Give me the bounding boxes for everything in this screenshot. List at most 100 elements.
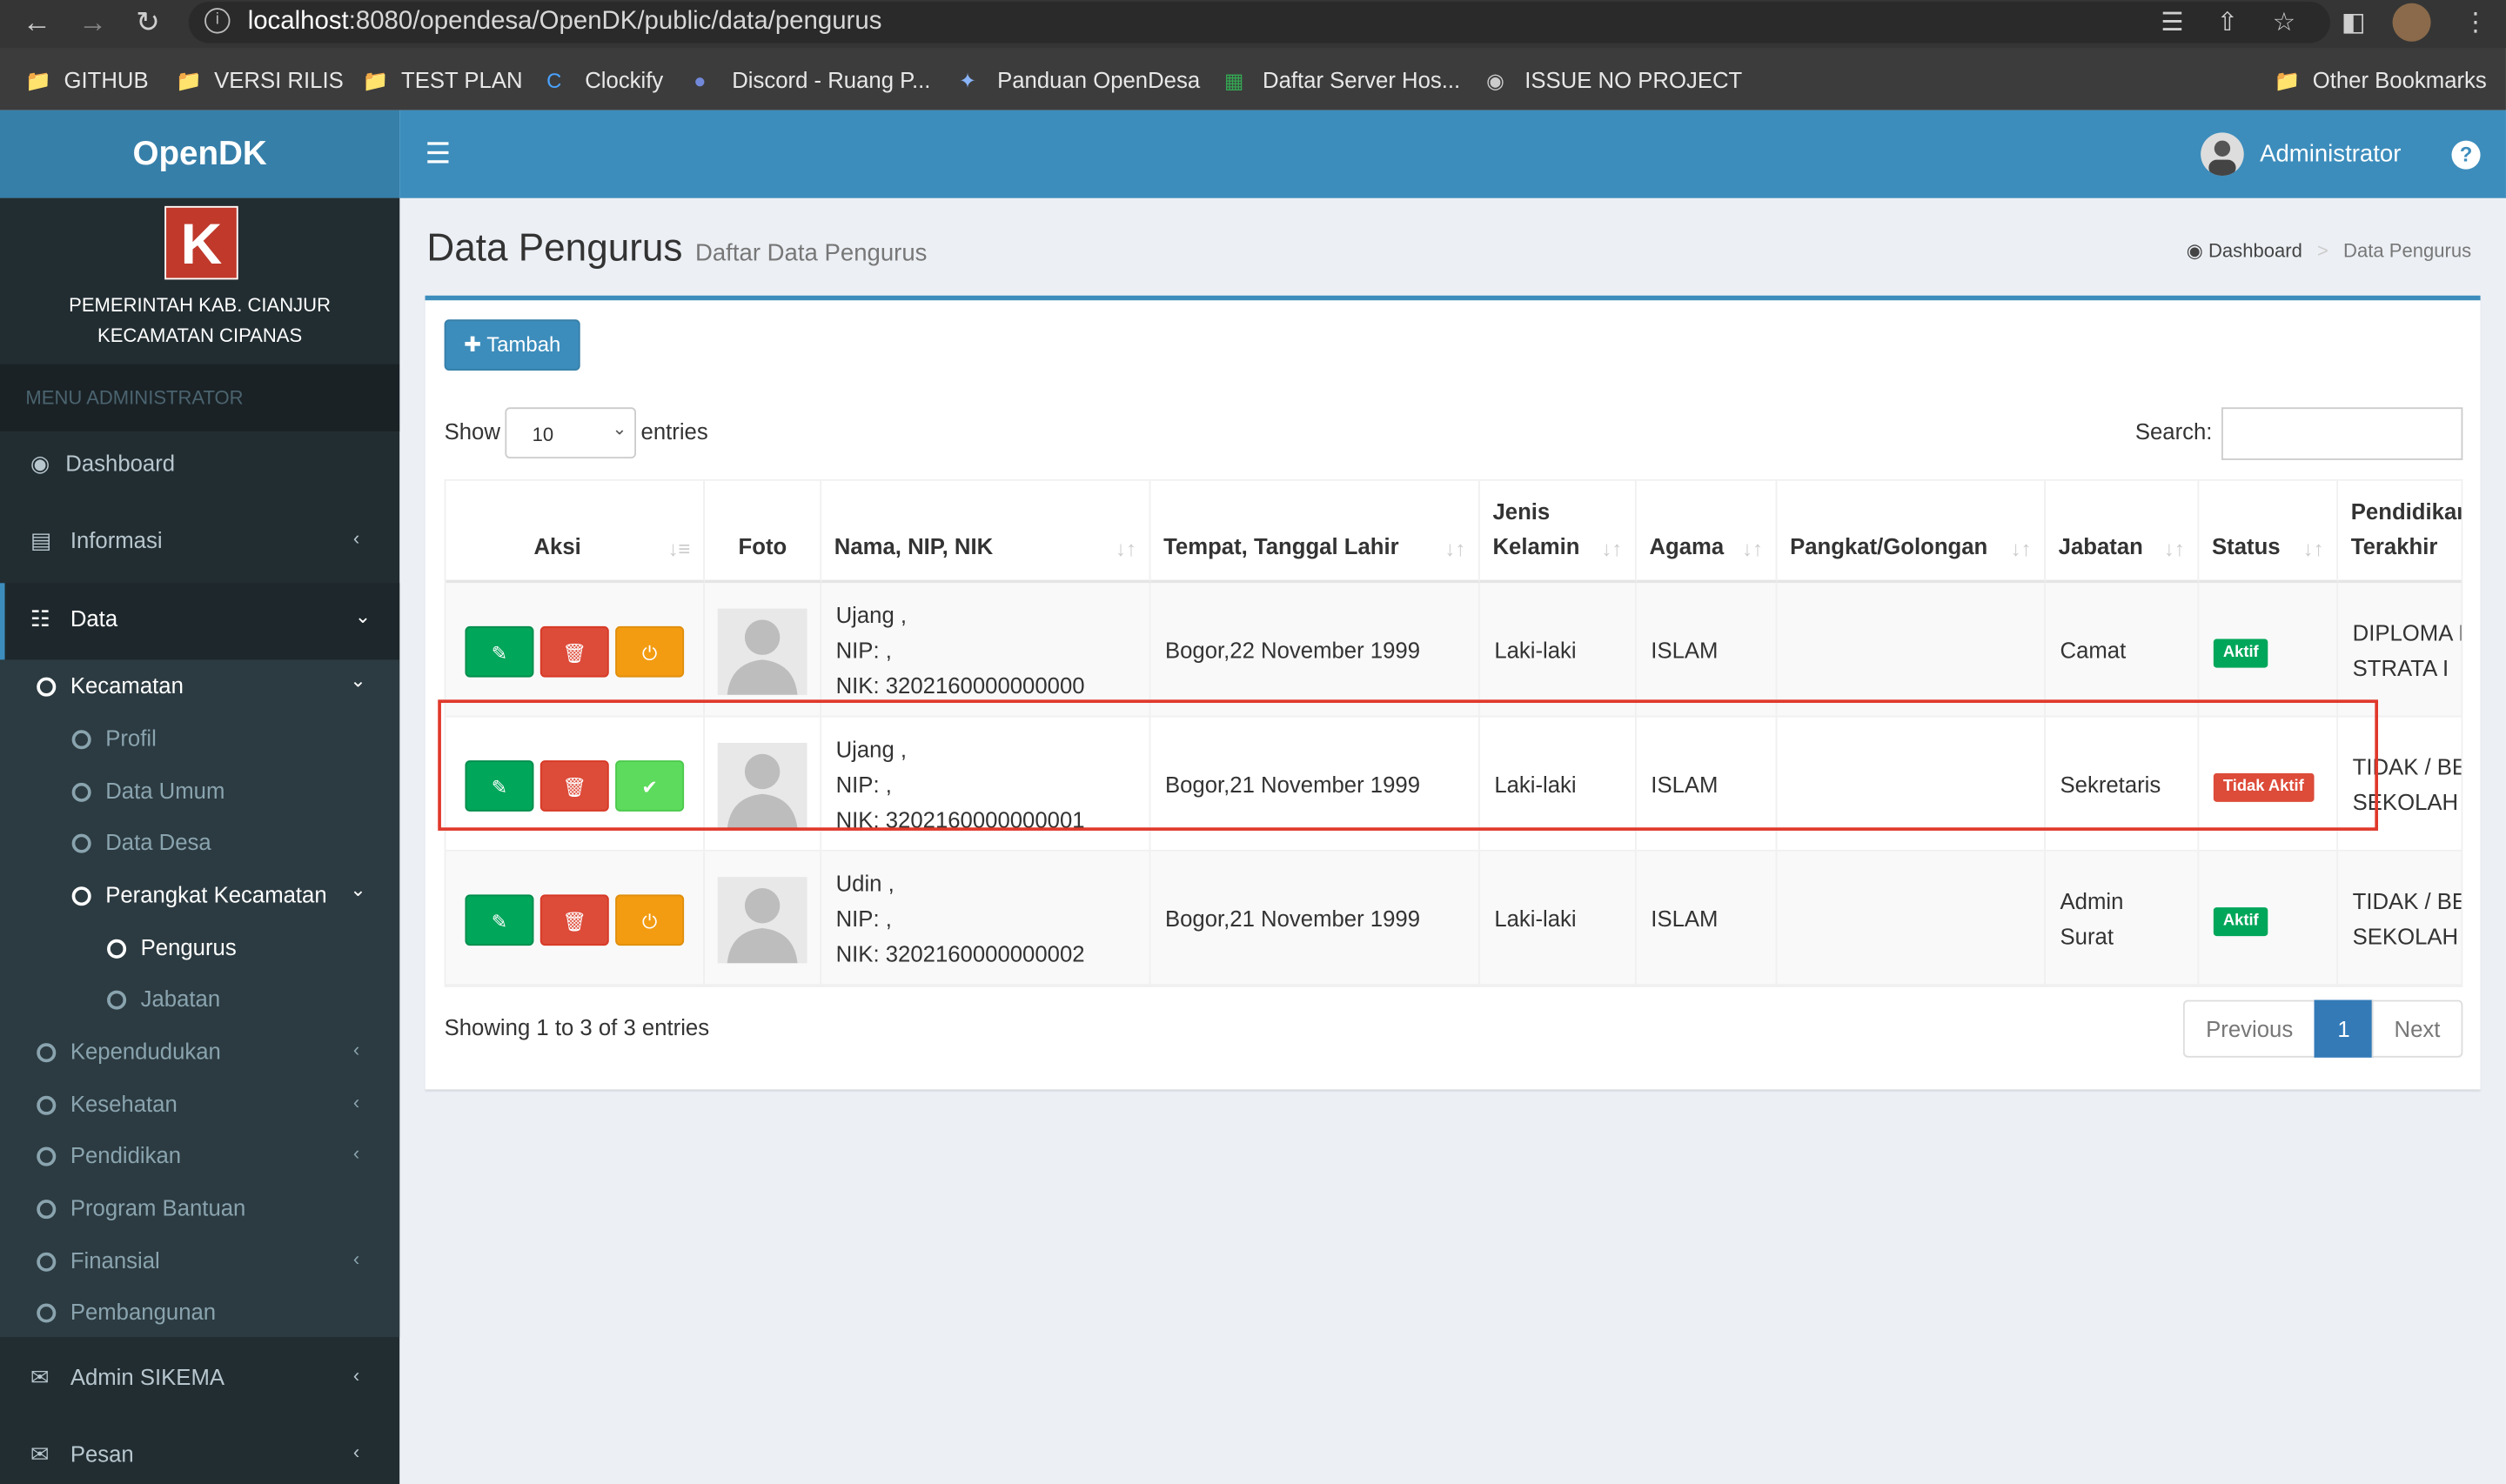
sidebar-item-kesehatan[interactable]: Kesehatan ‹ <box>0 1091 399 1126</box>
sidebar-item-jabatan[interactable]: Jabatan <box>0 986 399 1020</box>
bookmark-4[interactable]: ● Discord - Ruang P... <box>694 67 930 92</box>
sidebar-item-data-desa[interactable]: Data Desa <box>0 829 399 864</box>
bookmark-label: Daftar Server Hos... <box>1262 67 1461 93</box>
ttl: Bogor,21 November 1999 <box>1164 906 1421 932</box>
circle-icon <box>107 990 127 1010</box>
sidebar-item-program-bantuan[interactable]: Program Bantuan <box>0 1195 399 1230</box>
col-header-jenis-kelamin[interactable]: Jenis Kelamin ↓↑ <box>1479 480 1637 584</box>
help-icon[interactable]: ? <box>2451 140 2481 170</box>
sidebar-item-finansial[interactable]: Finansial ‹ <box>0 1247 399 1282</box>
share-icon[interactable]: ⇧ <box>2216 10 2239 37</box>
breadcrumb-home[interactable]: Dashboard <box>2208 239 2302 263</box>
chevron-down-icon: ⌄ <box>612 419 627 440</box>
entries-select[interactable]: 10 ⌄ <box>505 407 637 459</box>
cell-foto <box>705 717 822 852</box>
discord-icon: ● <box>694 68 707 93</box>
bookmark-7[interactable]: ◉ ISSUE NO PROJECT <box>1486 67 1742 94</box>
agama: ISLAM <box>1651 637 1719 664</box>
sidebar-item-label: Pesan <box>70 1441 134 1467</box>
sidebar-item-label: Kependudukan <box>70 1038 221 1065</box>
add-button-label: Tambah <box>486 331 561 357</box>
bookmark-3[interactable]: C Clockify <box>546 67 663 92</box>
bookmark-6[interactable]: ▦ Daftar Server Hos... <box>1224 67 1460 94</box>
deactivate-button[interactable]: ⏻ <box>615 894 685 946</box>
col-header-aksi[interactable]: Aksi ↓≡ <box>446 480 705 584</box>
col-header-nama[interactable]: Nama, NIP, NIK ↓↑ <box>821 480 1151 584</box>
forward-icon[interactable]: → <box>77 6 108 39</box>
bookmark-label: Discord - Ruang P... <box>732 67 931 93</box>
edit-button[interactable]: ✎ <box>465 625 534 678</box>
delete-button[interactable]: 🗑 <box>539 760 609 812</box>
sidebar-item-pendidikan[interactable]: Pendidikan ‹ <box>0 1142 399 1177</box>
trash-icon: 🗑 <box>562 776 587 799</box>
edit-button[interactable]: ✎ <box>465 760 534 812</box>
col-header-ttl[interactable]: Tempat, Tanggal Lahir ↓↑ <box>1150 480 1480 584</box>
table-row: ✎ 🗑 ⏻ Ujang , NIP: , NIK: 3202160000000000… <box>446 583 2462 718</box>
url-host: localhost <box>247 8 349 36</box>
sidebar-item-pengurus[interactable]: Pengurus <box>0 934 399 969</box>
bookmark-label: Other Bookmarks <box>2312 67 2487 93</box>
table-row: ✎ 🗑 ✔ Ujang , NIP: , NIK: 3202160000000001… <box>446 717 2462 852</box>
user-name[interactable]: Administrator <box>2260 140 2402 168</box>
url-text[interactable]: localhost:8080/opendesa/OpenDK/public/da… <box>248 8 882 37</box>
cell-pendidikan: DIPLOMA IV STRATA I <box>2338 583 2462 717</box>
delete-button[interactable]: 🗑 <box>539 625 609 678</box>
sidebar-item-kecamatan[interactable]: Kecamatan ⌄ <box>0 669 399 707</box>
deactivate-button[interactable]: ⏻ <box>615 625 685 678</box>
user-avatar[interactable] <box>2201 132 2244 177</box>
col-header-pangkat[interactable]: Pangkat/Golongan ↓↑ <box>1777 480 2046 584</box>
edit-button[interactable]: ✎ <box>465 894 534 946</box>
bookmark-0[interactable]: 📁 GITHUB <box>25 67 148 94</box>
cell-pangkat <box>1777 583 2046 718</box>
check-icon: ✔ <box>641 776 658 799</box>
activate-button[interactable]: ✔ <box>615 760 685 812</box>
bookmark-5[interactable]: ✦ Panduan OpenDesa <box>959 67 1200 94</box>
col-header-agama[interactable]: Agama ↓↑ <box>1636 480 1778 584</box>
sidebar-item-perangkat-kecamatan[interactable]: Perangkat Kecamatan ⌄ <box>0 879 399 917</box>
sidebar-item-label: Data Umum <box>105 778 225 804</box>
sidebar-toggle-icon[interactable]: ☰ <box>425 137 452 170</box>
col-header-jabatan[interactable]: Jabatan ↓↑ <box>2045 480 2200 584</box>
search-input[interactable] <box>2221 407 2463 460</box>
back-icon[interactable]: ← <box>22 6 51 39</box>
reload-icon[interactable]: ↻ <box>136 6 160 39</box>
address-bar[interactable] <box>188 1 2330 43</box>
sidebar-item-pesan[interactable]: ✉ Pesan ‹ <box>0 1441 399 1479</box>
sidebar-item-kependudukan[interactable]: Kependudukan ‹ <box>0 1039 399 1073</box>
col-header-status[interactable]: Status ↓↑ <box>2199 480 2339 584</box>
pagination-page-1[interactable]: 1 <box>2314 999 2374 1058</box>
pagination-next[interactable]: Next <box>2371 999 2463 1058</box>
other-bookmarks[interactable]: 📁 Other Bookmarks <box>2275 67 2487 94</box>
sidebar-item-informasi[interactable]: ▤ Informasi ‹ <box>0 527 399 565</box>
cell-pendidikan: TIDAK / BELUM SEKOLAH <box>2338 718 2462 852</box>
sidebar-item-profil[interactable]: Profil <box>0 725 399 760</box>
sidebar-item-pembangunan[interactable]: Pembangunan <box>0 1299 399 1334</box>
brand-logo[interactable]: OpenDK <box>0 110 400 198</box>
sidebar-item-dashboard[interactable]: ◉ Dashboard <box>0 451 399 489</box>
bookmark-star-icon[interactable]: ☆ <box>2272 10 2296 37</box>
circle-icon <box>37 1043 57 1063</box>
cell-status: Aktif <box>2199 583 2339 718</box>
cell-nama: Ujang , NIP: , NIK: 3202160000000000 <box>821 583 1151 718</box>
cell-jk: Laki-laki <box>1480 851 1637 986</box>
sidebar-item-data[interactable]: ☷ Data ⌄ <box>0 583 400 660</box>
bookmark-2[interactable]: 📁 TEST PLAN <box>363 67 523 94</box>
browser-profile-avatar[interactable] <box>2392 3 2431 42</box>
sidepanel-icon[interactable]: ◧ <box>2341 10 2366 37</box>
sidebar-item-label: Admin SIKEMA <box>70 1364 225 1390</box>
plus-icon: ✚ <box>464 331 482 357</box>
col-header-label: Agama <box>1649 533 1725 559</box>
add-button[interactable]: ✚ Tambah <box>444 319 580 371</box>
sidebar-item-data-umum[interactable]: Data Umum <box>0 778 399 812</box>
col-header-pendidikan[interactable]: Pendidikan Terakhir <box>2338 481 2462 584</box>
delete-button[interactable]: 🗑 <box>539 894 609 946</box>
user-silhouette-icon <box>727 619 798 695</box>
menu-kebab-icon[interactable]: ⋮ <box>2462 10 2489 37</box>
pagination-previous[interactable]: Previous <box>2182 999 2316 1058</box>
sidebar-item-admin-sikema[interactable]: ✉ Admin SIKEMA ‹ <box>0 1364 399 1402</box>
site-info-icon[interactable]: i <box>204 8 231 34</box>
sidebar-item-label: Informasi <box>70 527 163 553</box>
bookmark-1[interactable]: 📁 VERSI RILIS <box>176 67 344 94</box>
translate-icon[interactable]: ☰ <box>2161 10 2184 37</box>
nip: NIP: , <box>835 637 892 664</box>
